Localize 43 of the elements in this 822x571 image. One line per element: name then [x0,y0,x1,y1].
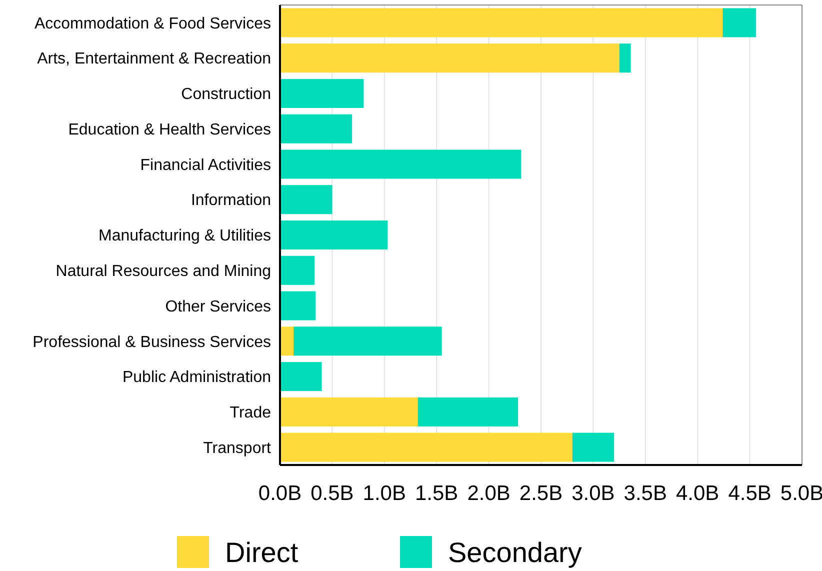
y-tick-label: Other Services [165,298,271,316]
bar [619,44,631,73]
x-tick-label: 4.5B [728,482,772,505]
y-tick-label: Accommodation & Food Services [34,15,271,32]
x-tick-label: 0.5B [310,482,354,505]
x-tick-label: 3.0B [572,482,615,505]
x-tick-label: 4.0B [676,482,720,505]
bar [418,397,518,426]
y-tick-label: Construction [181,86,271,104]
y-tick-label: Professional & Business Services [32,334,271,351]
bar [572,432,614,462]
legend-label: Secondary [448,536,582,568]
bar [294,326,442,356]
bar [280,44,620,73]
bar [280,220,388,250]
y-tick-label: Manufacturing & Utilities [98,228,271,245]
y-tick-label: Arts, Entertainment & Recreation [37,50,271,68]
legend-label: Direct [225,536,298,568]
y-tick-label: Natural Resources and Mining [56,262,271,280]
bar [280,291,316,320]
y-tick-label: Transport [203,440,272,457]
x-tick-label: 1.0B [362,482,406,505]
bar [280,362,322,392]
bar [280,432,572,462]
y-tick-label: Trade [230,404,272,422]
x-tick-label: 2.0B [467,482,510,505]
x-tick-label: 2.5B [519,482,563,505]
bar [280,150,522,179]
y-tick-label: Education & Health Services [68,121,271,138]
bar [280,185,332,214]
bar [280,256,314,285]
bar [280,8,723,38]
bar [722,8,756,38]
y-tick-label: Information [190,192,271,210]
y-tick-label: Financial Activities [140,156,271,174]
bar [280,78,364,108]
bar [280,114,352,144]
y-tick-label: Public Administration [122,369,271,386]
x-tick-label: 1.5B [415,482,458,505]
bar [280,326,294,356]
x-tick-label: 3.5B [624,482,667,505]
bar [280,397,418,426]
x-tick-label: 0.0B [258,482,302,505]
